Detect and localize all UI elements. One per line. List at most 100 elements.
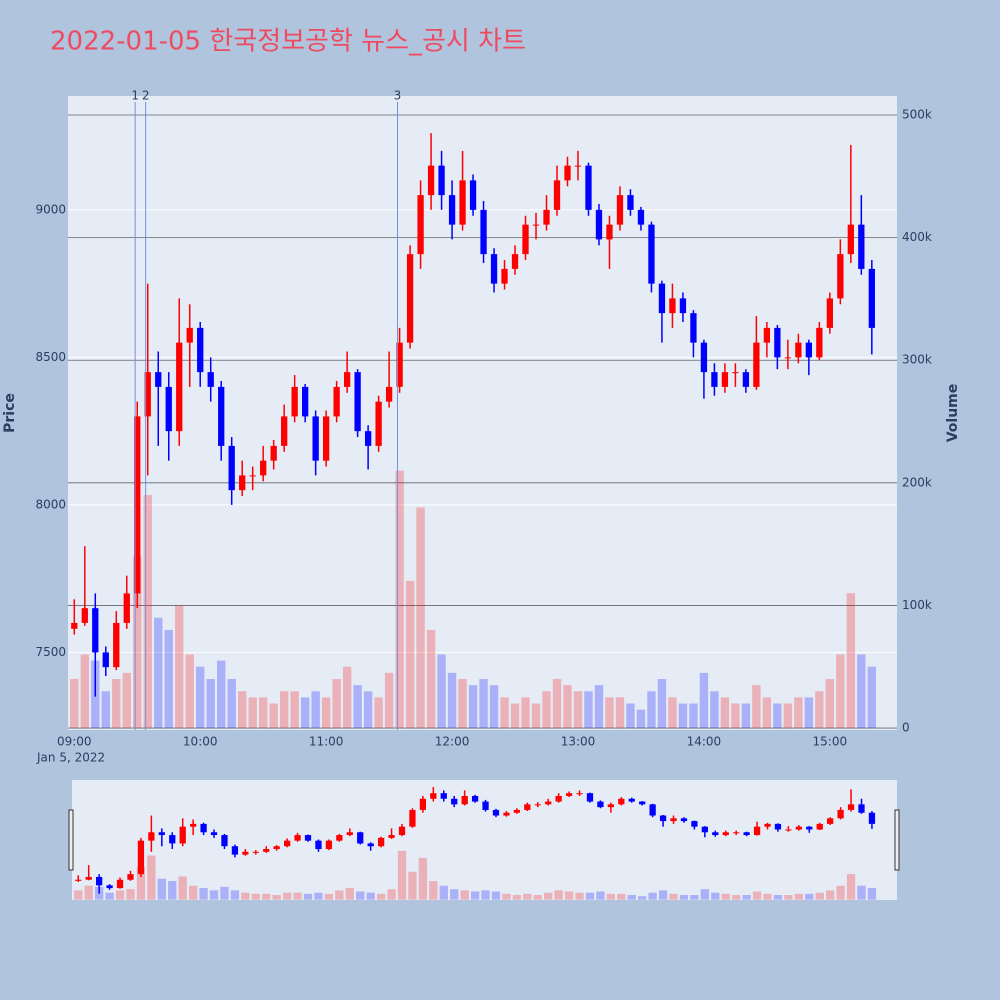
y-tick-label: 8000 <box>35 497 66 511</box>
volume-bar <box>468 685 478 729</box>
candle-body <box>396 342 403 387</box>
candle-body <box>239 475 246 491</box>
y2-tick-label: 400k <box>902 230 932 244</box>
candle-body <box>669 298 676 314</box>
candle-body <box>322 416 330 461</box>
x-tick-label: 12:00 <box>435 735 470 749</box>
candle-body <box>690 313 697 343</box>
volume-bar <box>584 691 593 729</box>
candle-body <box>742 372 750 387</box>
volume-bar <box>227 678 236 729</box>
range-slider[interactable] <box>72 780 897 900</box>
volume-bar <box>594 685 604 729</box>
range-volume-bar <box>700 889 710 900</box>
volume-bar <box>710 691 719 729</box>
range-candle-body <box>816 823 823 830</box>
range-handle-right[interactable] <box>894 809 900 871</box>
range-volume-bar <box>356 891 365 900</box>
range-volume-bar <box>418 857 428 900</box>
volume-bar <box>752 685 761 729</box>
volume-bar <box>164 629 173 729</box>
range-volume-bar <box>450 889 459 900</box>
x-tick-label: 11:00 <box>309 735 344 749</box>
range-candle-body <box>618 798 625 805</box>
volume-bar <box>783 703 793 729</box>
range-candle-body <box>461 795 468 805</box>
volume-bar <box>510 703 520 729</box>
range-candle-body <box>137 840 145 875</box>
candle-body <box>291 386 298 417</box>
candle-body <box>858 224 865 269</box>
volume-bar <box>846 593 856 729</box>
candle-body <box>606 224 613 240</box>
volume-bar <box>290 691 299 729</box>
y2-tick-label: 500k <box>902 108 932 122</box>
candle-body <box>385 386 393 402</box>
range-volume-bar <box>241 892 250 900</box>
range-volume-bar <box>115 890 125 900</box>
range-candle-body <box>430 793 437 799</box>
range-volume-bar <box>303 893 313 900</box>
candle-body <box>564 165 571 181</box>
candle-body <box>375 401 382 446</box>
volume-bar <box>133 556 142 729</box>
volume-bar <box>206 678 215 729</box>
volume-bar <box>794 697 803 729</box>
range-volume-bar <box>502 893 511 900</box>
range-handle-left[interactable] <box>68 809 74 871</box>
range-volume-bar <box>669 893 678 900</box>
candle-body <box>144 372 151 417</box>
range-volume-bar <box>262 893 271 900</box>
volume-bar <box>626 703 635 729</box>
range-candle-body <box>576 793 583 795</box>
candle-body <box>585 165 592 210</box>
volume-bar <box>699 672 709 729</box>
range-candle-body <box>649 804 656 816</box>
y2-tick-label: 100k <box>902 598 932 612</box>
range-candle-body <box>179 826 186 844</box>
volume-bar <box>342 666 352 729</box>
range-candle-body <box>722 832 729 836</box>
volume-bar <box>657 678 667 729</box>
volume-bar <box>321 697 331 729</box>
candle-body <box>679 298 687 314</box>
range-candle-body <box>670 818 677 822</box>
candle-body <box>71 622 78 629</box>
range-candle-body <box>148 832 155 841</box>
candle-body <box>92 608 99 653</box>
candle-body <box>186 327 193 343</box>
volume-bar <box>762 697 772 729</box>
range-volume-bar <box>564 891 574 900</box>
candle-body <box>81 608 88 623</box>
volume-bar <box>384 672 394 729</box>
range-candle-body <box>639 801 646 805</box>
range-volume-bar <box>335 890 344 900</box>
range-volume-bar <box>794 893 804 900</box>
range-volume-bar <box>617 893 626 900</box>
volume-bar <box>542 691 551 729</box>
candle-body <box>364 431 372 446</box>
range-candle-body <box>555 795 562 802</box>
range-candle-body <box>545 801 552 805</box>
range-volume-bar <box>784 894 793 900</box>
range-volume-bar <box>147 855 156 900</box>
candle-body <box>102 652 109 668</box>
volume-bar <box>563 685 572 729</box>
range-candle-body <box>367 843 374 847</box>
candle-body <box>847 224 854 255</box>
y-tick-label: 9000 <box>35 202 66 216</box>
range-candle-body <box>158 832 165 836</box>
range-candle-body <box>336 835 343 841</box>
candle-body <box>113 622 120 668</box>
candle-body <box>774 327 781 358</box>
volume-bar <box>741 703 751 729</box>
range-volume-bar <box>105 892 114 900</box>
range-volume-bar <box>627 894 636 900</box>
candle-body <box>574 165 582 167</box>
range-volume-bar <box>470 891 480 900</box>
range-candle-body <box>513 809 521 813</box>
candle-body <box>711 372 718 387</box>
range-candle-body <box>231 846 239 855</box>
candle-body <box>805 342 813 358</box>
